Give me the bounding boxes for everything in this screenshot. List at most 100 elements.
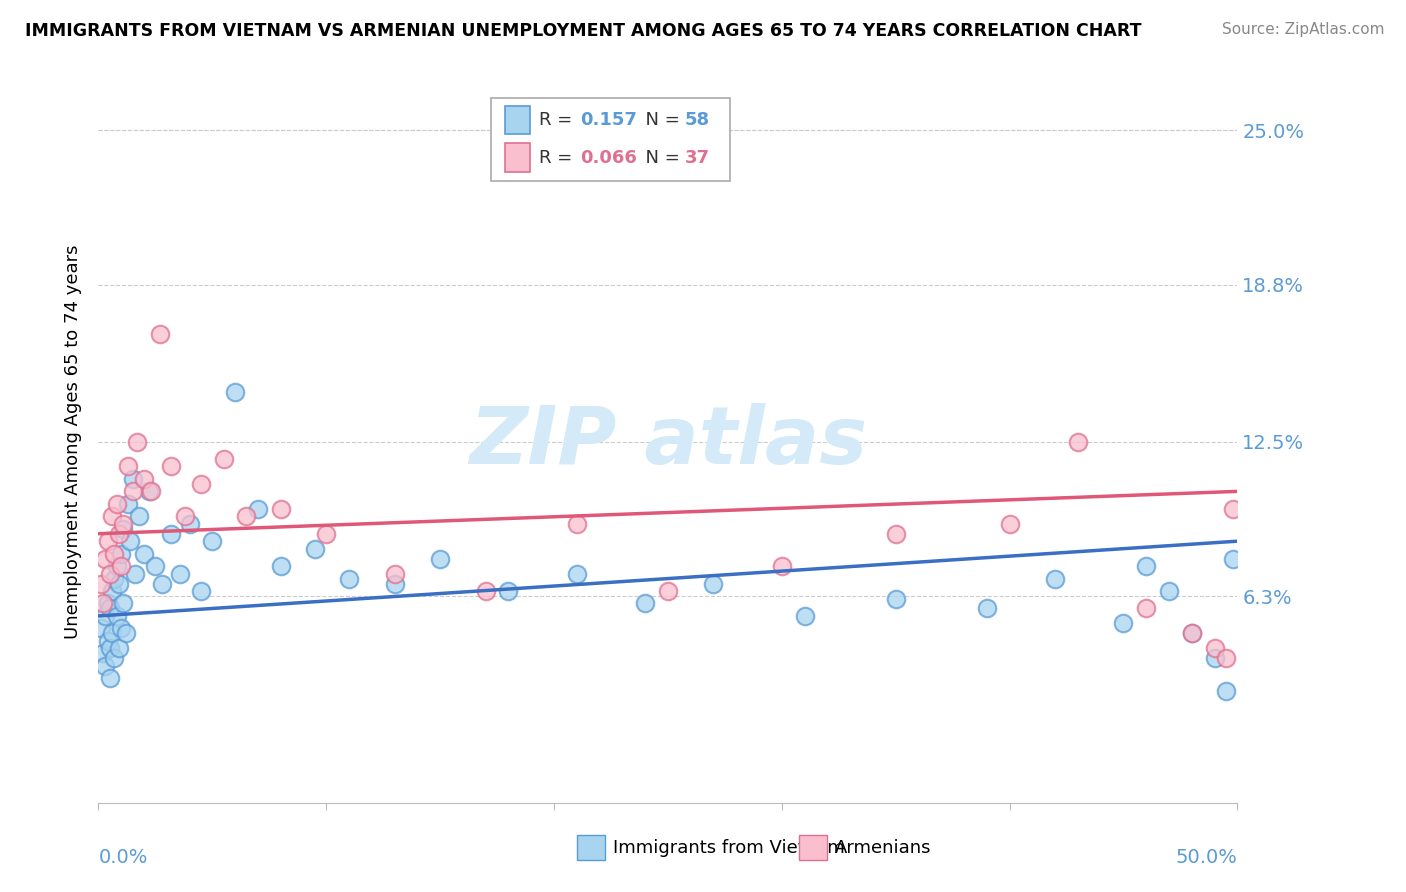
Text: 37: 37 <box>685 149 710 167</box>
Point <box>94 609 117 624</box>
Text: Source: ZipAtlas.com: Source: ZipAtlas.com <box>1222 22 1385 37</box>
Point <box>121 484 143 499</box>
Point <box>270 501 292 516</box>
Point <box>1204 641 1226 656</box>
Point <box>565 516 588 531</box>
Point <box>1157 584 1180 599</box>
Point <box>1204 651 1226 665</box>
Point <box>91 597 114 611</box>
Point <box>270 559 292 574</box>
FancyBboxPatch shape <box>799 835 827 860</box>
Point <box>103 547 125 561</box>
Point <box>105 497 128 511</box>
Point <box>179 516 201 531</box>
Point <box>384 576 406 591</box>
Point <box>101 584 124 599</box>
Point <box>108 576 131 591</box>
Point <box>90 621 112 635</box>
Point <box>114 626 136 640</box>
Text: 0.157: 0.157 <box>581 111 637 129</box>
Point <box>117 459 139 474</box>
FancyBboxPatch shape <box>505 105 530 135</box>
Point <box>315 526 337 541</box>
Text: N =: N = <box>634 111 685 129</box>
FancyBboxPatch shape <box>491 98 731 181</box>
Point <box>1135 559 1157 574</box>
Point <box>160 526 183 541</box>
Point <box>498 584 520 599</box>
Point <box>108 641 131 656</box>
FancyBboxPatch shape <box>576 835 605 860</box>
Point <box>429 551 451 566</box>
Point <box>976 601 998 615</box>
Point <box>1067 434 1090 449</box>
Point <box>101 509 124 524</box>
Point <box>91 646 114 660</box>
Point <box>127 434 149 449</box>
Point <box>190 476 212 491</box>
Point <box>98 601 121 615</box>
Point <box>112 516 135 531</box>
Point <box>124 566 146 581</box>
Point <box>94 551 117 566</box>
Point <box>174 509 197 524</box>
Point <box>884 526 907 541</box>
Y-axis label: Unemployment Among Ages 65 to 74 years: Unemployment Among Ages 65 to 74 years <box>63 244 82 639</box>
Point <box>101 626 124 640</box>
Point <box>128 509 150 524</box>
Point <box>94 658 117 673</box>
Point <box>110 559 132 574</box>
Text: 58: 58 <box>685 111 710 129</box>
Point <box>1181 626 1204 640</box>
Point <box>145 559 167 574</box>
Text: 0.066: 0.066 <box>581 149 637 167</box>
Point <box>103 572 125 586</box>
Point <box>1215 651 1237 665</box>
Point <box>112 522 135 536</box>
Point <box>235 509 257 524</box>
Point <box>149 327 172 342</box>
Point <box>1222 551 1244 566</box>
Point <box>1181 626 1204 640</box>
Point <box>98 671 121 685</box>
Point <box>98 566 121 581</box>
Point <box>150 576 173 591</box>
Point <box>110 547 132 561</box>
Point <box>139 484 162 499</box>
Point <box>793 609 815 624</box>
Point <box>110 621 132 635</box>
Point <box>132 472 155 486</box>
Point <box>190 584 212 599</box>
Point <box>96 534 118 549</box>
Text: IMMIGRANTS FROM VIETNAM VS ARMENIAN UNEMPLOYMENT AMONG AGES 65 TO 74 YEARS CORRE: IMMIGRANTS FROM VIETNAM VS ARMENIAN UNEM… <box>25 22 1142 40</box>
Point <box>108 526 131 541</box>
Point <box>90 576 112 591</box>
Point <box>212 452 235 467</box>
Point <box>884 591 907 606</box>
Text: 50.0%: 50.0% <box>1175 847 1237 867</box>
Text: Armenians: Armenians <box>835 838 932 856</box>
Point <box>702 576 724 591</box>
Text: R =: R = <box>538 149 578 167</box>
Text: N =: N = <box>634 149 685 167</box>
Point <box>1222 501 1244 516</box>
Point <box>201 534 224 549</box>
Point <box>98 641 121 656</box>
Text: 0.0%: 0.0% <box>98 847 148 867</box>
Point <box>96 597 118 611</box>
Point <box>112 597 135 611</box>
FancyBboxPatch shape <box>505 143 530 172</box>
Point <box>103 651 125 665</box>
Point <box>105 559 128 574</box>
Point <box>132 547 155 561</box>
Point <box>770 559 793 574</box>
Point <box>160 459 183 474</box>
Point <box>138 484 160 499</box>
Point <box>565 566 588 581</box>
Point <box>1135 601 1157 615</box>
Text: ZIP atlas: ZIP atlas <box>468 402 868 481</box>
Point <box>246 501 269 516</box>
Point <box>474 584 496 599</box>
Point <box>1112 616 1135 631</box>
Point <box>384 566 406 581</box>
